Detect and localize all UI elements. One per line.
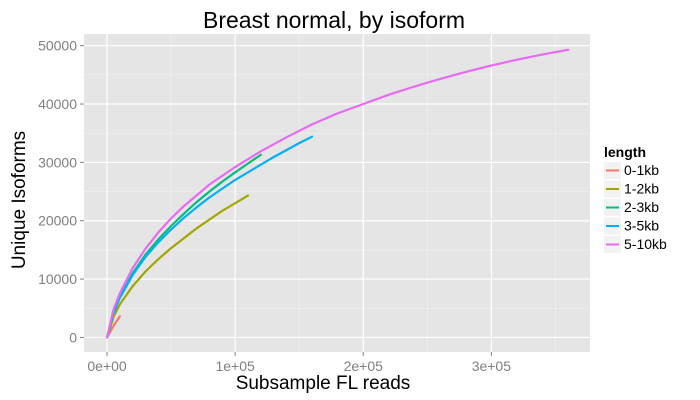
- legend-title: length: [604, 144, 646, 160]
- y-tick-label: 50000: [38, 38, 77, 54]
- series-lines: [105, 48, 570, 339]
- y-tick-label: 40000: [38, 96, 77, 112]
- x-tick-label: 2e+05: [344, 358, 384, 374]
- legend-label-3-5kb: 3-5kb: [624, 218, 659, 234]
- legend-label-2-3kb: 2-3kb: [624, 199, 659, 215]
- x-axis-title: Subsample FL reads: [236, 373, 411, 394]
- major-gridlines: [84, 34, 590, 352]
- series-line-3-5kb: [105, 135, 314, 339]
- legend: length 0-1kb 1-2kb 2-3kb 3-5kb 5-10kb: [604, 144, 667, 253]
- y-tick-label: 30000: [38, 154, 77, 170]
- series-line-5-10kb: [105, 48, 570, 339]
- chart-title: Breast normal, by isoform: [203, 7, 465, 33]
- x-tick-label: 3e+05: [472, 358, 512, 374]
- y-axis: 0 10000 20000 30000 40000 50000: [38, 38, 84, 345]
- y-tick-label: 0: [69, 329, 77, 345]
- series-line-1-2kb: [105, 194, 250, 339]
- legend-label-1-2kb: 1-2kb: [624, 181, 659, 197]
- y-tick-label: 20000: [38, 213, 77, 229]
- plot-panel: [84, 34, 590, 352]
- x-axis: 0e+00 1e+05 2e+05 3e+05: [87, 352, 511, 374]
- legend-label-0-1kb: 0-1kb: [624, 162, 659, 178]
- legend-label-5-10kb: 5-10kb: [624, 236, 667, 252]
- x-tick-label: 1e+05: [215, 358, 255, 374]
- x-tick-label: 0e+00: [87, 358, 127, 374]
- y-axis-title: Unique Isoforms: [9, 131, 30, 269]
- y-tick-label: 10000: [38, 271, 77, 287]
